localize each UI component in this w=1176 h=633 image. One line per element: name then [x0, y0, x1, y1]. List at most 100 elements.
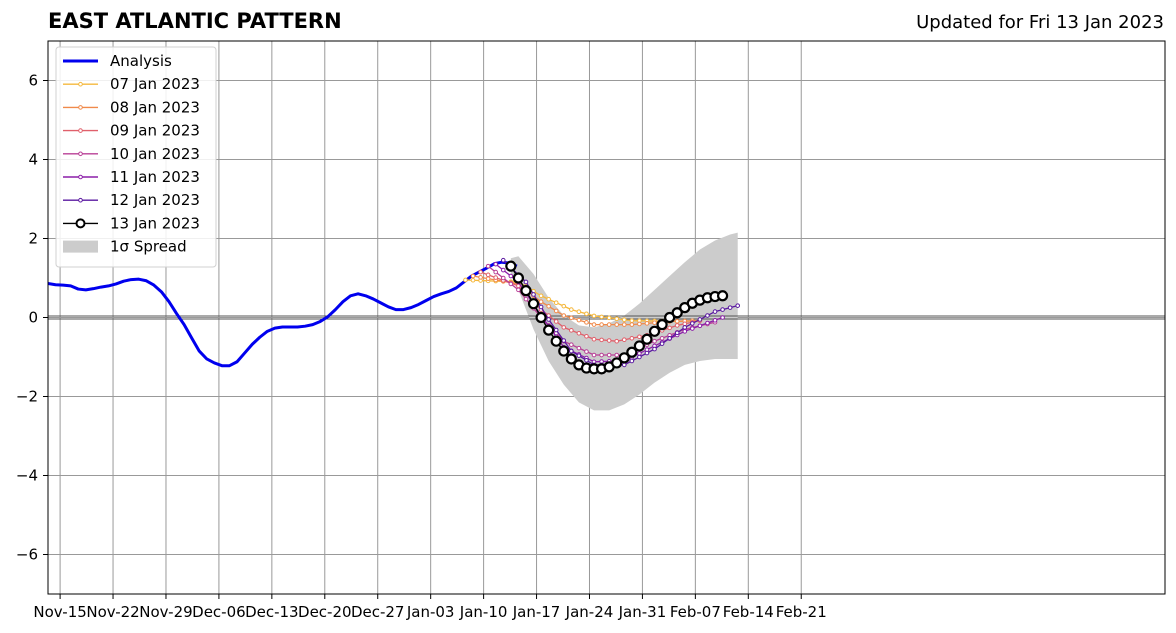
x-tick-label: Dec-13	[245, 603, 299, 621]
forecast-point	[493, 269, 499, 275]
forecast-point	[591, 352, 597, 358]
forecast-point	[614, 316, 620, 322]
forecast-point	[553, 319, 559, 324]
forecast-point	[500, 275, 506, 281]
forecast-point	[527, 298, 540, 310]
forecast-point	[500, 267, 506, 273]
forecast-point	[674, 318, 680, 324]
legend-label: 1σ Spread	[110, 238, 187, 256]
forecast-point	[493, 261, 499, 267]
forecast-point	[535, 311, 547, 324]
forecast-point	[664, 311, 676, 324]
x-tick-label: Jan-17	[512, 603, 561, 621]
forecast-point	[561, 313, 567, 318]
forecast-point	[478, 269, 483, 275]
forecast-point	[629, 358, 635, 364]
legend-marker	[78, 197, 83, 203]
forecast-point	[659, 341, 665, 346]
x-tick-label: Nov-15	[33, 603, 86, 621]
legend-label: 09 Jan 2023	[110, 122, 200, 140]
y-tick-label: −4	[16, 467, 38, 485]
forecast-point	[671, 307, 683, 319]
forecast-point	[633, 340, 645, 352]
forecast-point	[576, 353, 582, 358]
forecast-point	[599, 314, 604, 320]
forecast-point	[648, 325, 661, 337]
forecast-point	[485, 263, 491, 269]
legend-marker	[78, 105, 83, 110]
legend-swatch	[63, 240, 98, 253]
forecast-point	[485, 272, 491, 278]
forecast-point	[705, 313, 710, 318]
forecast-point	[508, 273, 514, 279]
chart-title: EAST ATLANTIC PATTERN	[48, 9, 342, 33]
forecast-point	[584, 357, 589, 363]
legend-marker	[78, 174, 83, 180]
forecast-point	[637, 334, 642, 340]
forecast-point	[561, 338, 567, 343]
forecast-point	[697, 317, 703, 322]
legend-box	[55, 46, 217, 268]
forecast-point	[690, 321, 695, 326]
forecast-point	[629, 322, 635, 327]
forecast-point	[614, 338, 620, 344]
forecast-point	[682, 325, 688, 330]
legend-label: 07 Jan 2023	[110, 75, 200, 93]
forecast-point	[553, 327, 559, 333]
forecast-point	[561, 303, 567, 309]
forecast-point	[591, 322, 597, 327]
forecast-point	[644, 350, 650, 356]
forecast-point	[599, 352, 604, 358]
forecast-point	[550, 335, 562, 347]
legend-label: 10 Jan 2023	[110, 145, 200, 163]
forecast-point	[516, 287, 521, 293]
forecast-point	[543, 324, 555, 336]
x-tick-label: Nov-29	[139, 603, 192, 621]
forecast-point	[485, 276, 491, 281]
legend-label: 12 Jan 2023	[110, 191, 200, 209]
forecast-point	[652, 320, 657, 326]
forecast-point	[641, 333, 653, 345]
axis-ticks: Nov-15 Nov-22 Nov-29 Dec-06 Dec-13 Dec-20 Dec-…	[16, 72, 827, 622]
forecast-point	[500, 257, 506, 263]
forecast-point	[637, 321, 642, 327]
forecast-point	[493, 275, 499, 280]
forecast-point	[523, 279, 529, 285]
forecast-point	[576, 317, 582, 323]
forecast-point	[712, 309, 718, 314]
forecast-point	[611, 357, 623, 369]
forecast-point	[591, 336, 597, 342]
forecast-point	[667, 325, 672, 331]
zero-line-layer	[48, 315, 1165, 320]
legend-label: Analysis	[110, 52, 172, 70]
forecast-point	[735, 303, 741, 308]
x-tick-label: Feb-07	[670, 603, 721, 621]
forecast-point	[584, 333, 589, 339]
forecast-point	[561, 325, 567, 330]
forecast-point	[621, 317, 627, 323]
forecast-point	[652, 338, 657, 344]
forecast-point	[659, 335, 665, 341]
forecast-point	[546, 317, 551, 322]
forecast-point	[674, 330, 680, 336]
forecast-point	[523, 296, 529, 302]
forecast-point	[546, 304, 551, 309]
y-tick-label: 4	[28, 151, 38, 169]
forecast-point	[614, 322, 620, 327]
forecast-point	[606, 352, 612, 358]
forecast-point	[538, 299, 544, 305]
forecast-point	[705, 320, 710, 326]
forecast-point	[470, 277, 476, 283]
forecast-point	[618, 352, 630, 364]
forecast-point	[606, 338, 612, 343]
legend-marker	[78, 81, 83, 87]
forecast-point	[553, 300, 559, 305]
forecast-point	[606, 322, 612, 327]
forecast-point	[727, 305, 733, 310]
y-tick-label: −6	[16, 546, 38, 564]
forecast-point	[584, 320, 589, 325]
forecast-point	[697, 323, 703, 329]
forecast-point	[553, 308, 559, 314]
x-tick-label: Jan-03	[406, 603, 455, 621]
x-tick-label: Nov-22	[86, 603, 139, 621]
